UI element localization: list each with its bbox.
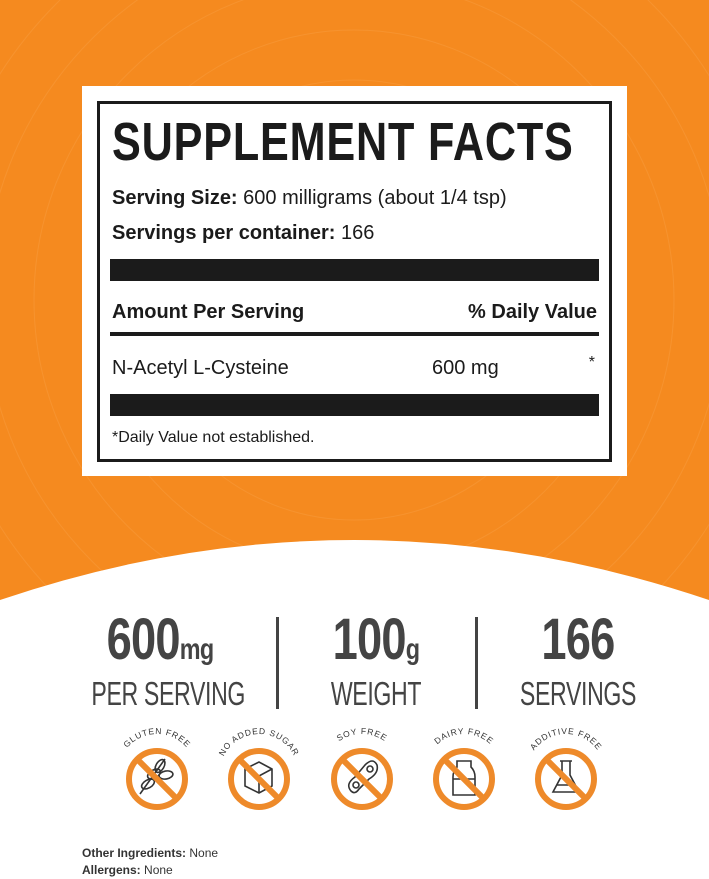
stat-servings: 166 SERVINGS — [480, 610, 676, 712]
stat-divider — [475, 617, 478, 709]
servings-label: Servings per container: — [112, 222, 336, 244]
divider-line — [110, 332, 599, 336]
serving-size-label: Serving Size: — [112, 187, 238, 209]
stat-label: PER SERVING — [91, 675, 246, 712]
ingredient-dv: * — [588, 354, 595, 371]
badge-soy-free: SOY FREE — [315, 726, 405, 817]
soybean-icon: SOY FREE — [331, 726, 393, 810]
other-ingredients-label: Other Ingredients: — [82, 846, 187, 860]
stat-value: 600 — [106, 607, 181, 672]
footnote: *Daily Value not established. — [112, 429, 315, 446]
supplement-facts-label: SUPPLEMENT FACTS Serving Size: 600 milli… — [82, 86, 627, 476]
stat-label: WEIGHT — [330, 675, 422, 712]
facts-title: SUPPLEMENT FACTS — [112, 112, 574, 172]
serving-size-value: 600 milligrams (about 1/4 tsp) — [243, 187, 507, 209]
badge-additive-free: ADDITIVE FREE — [519, 726, 609, 817]
stat-value: 166 — [541, 607, 615, 672]
allergens: Allergens: None — [82, 863, 173, 877]
allergens-label: Allergens: — [82, 863, 141, 877]
badge-label: DAIRY FREE — [432, 726, 496, 746]
stat-weight: 100g WEIGHT — [278, 610, 474, 712]
badge-label: SOY FREE — [335, 726, 390, 743]
dv-header: % Daily Value — [468, 301, 597, 323]
stat-divider — [276, 617, 279, 709]
other-ingredients: Other Ingredients: None — [82, 846, 218, 860]
divider-bar — [110, 259, 599, 281]
badge-gluten-free: GLUTEN FREE — [110, 726, 200, 817]
ingredient-name: N-Acetyl L-Cysteine — [112, 357, 289, 379]
ingredient-amount: 600 mg — [432, 357, 499, 379]
stat-unit: g — [405, 633, 420, 666]
other-ingredients-value: None — [189, 846, 219, 860]
badge-label: GLUTEN FREE — [121, 726, 193, 750]
badge-dairy-free: DAIRY FREE — [417, 726, 507, 817]
stat-per-serving: 600mg PER SERVING — [62, 610, 258, 712]
stat-unit: mg — [179, 633, 214, 666]
allergens-value: None — [144, 863, 173, 877]
milk-bottle-icon: DAIRY FREE — [432, 726, 496, 810]
badge-label: ADDITIVE FREE — [528, 726, 604, 752]
stat-label: SERVINGS — [519, 675, 637, 712]
divider-bar — [110, 394, 599, 416]
servings-value: 166 — [340, 222, 375, 244]
wheat-icon: GLUTEN FREE — [121, 726, 193, 810]
amount-header: Amount Per Serving — [112, 301, 305, 323]
flask-icon: ADDITIVE FREE — [528, 726, 604, 810]
badge-no-added-sugar: NO ADDED SUGAR — [212, 726, 302, 817]
sugar-cube-icon: NO ADDED SUGAR — [217, 726, 301, 810]
stat-value: 100 — [332, 607, 407, 672]
